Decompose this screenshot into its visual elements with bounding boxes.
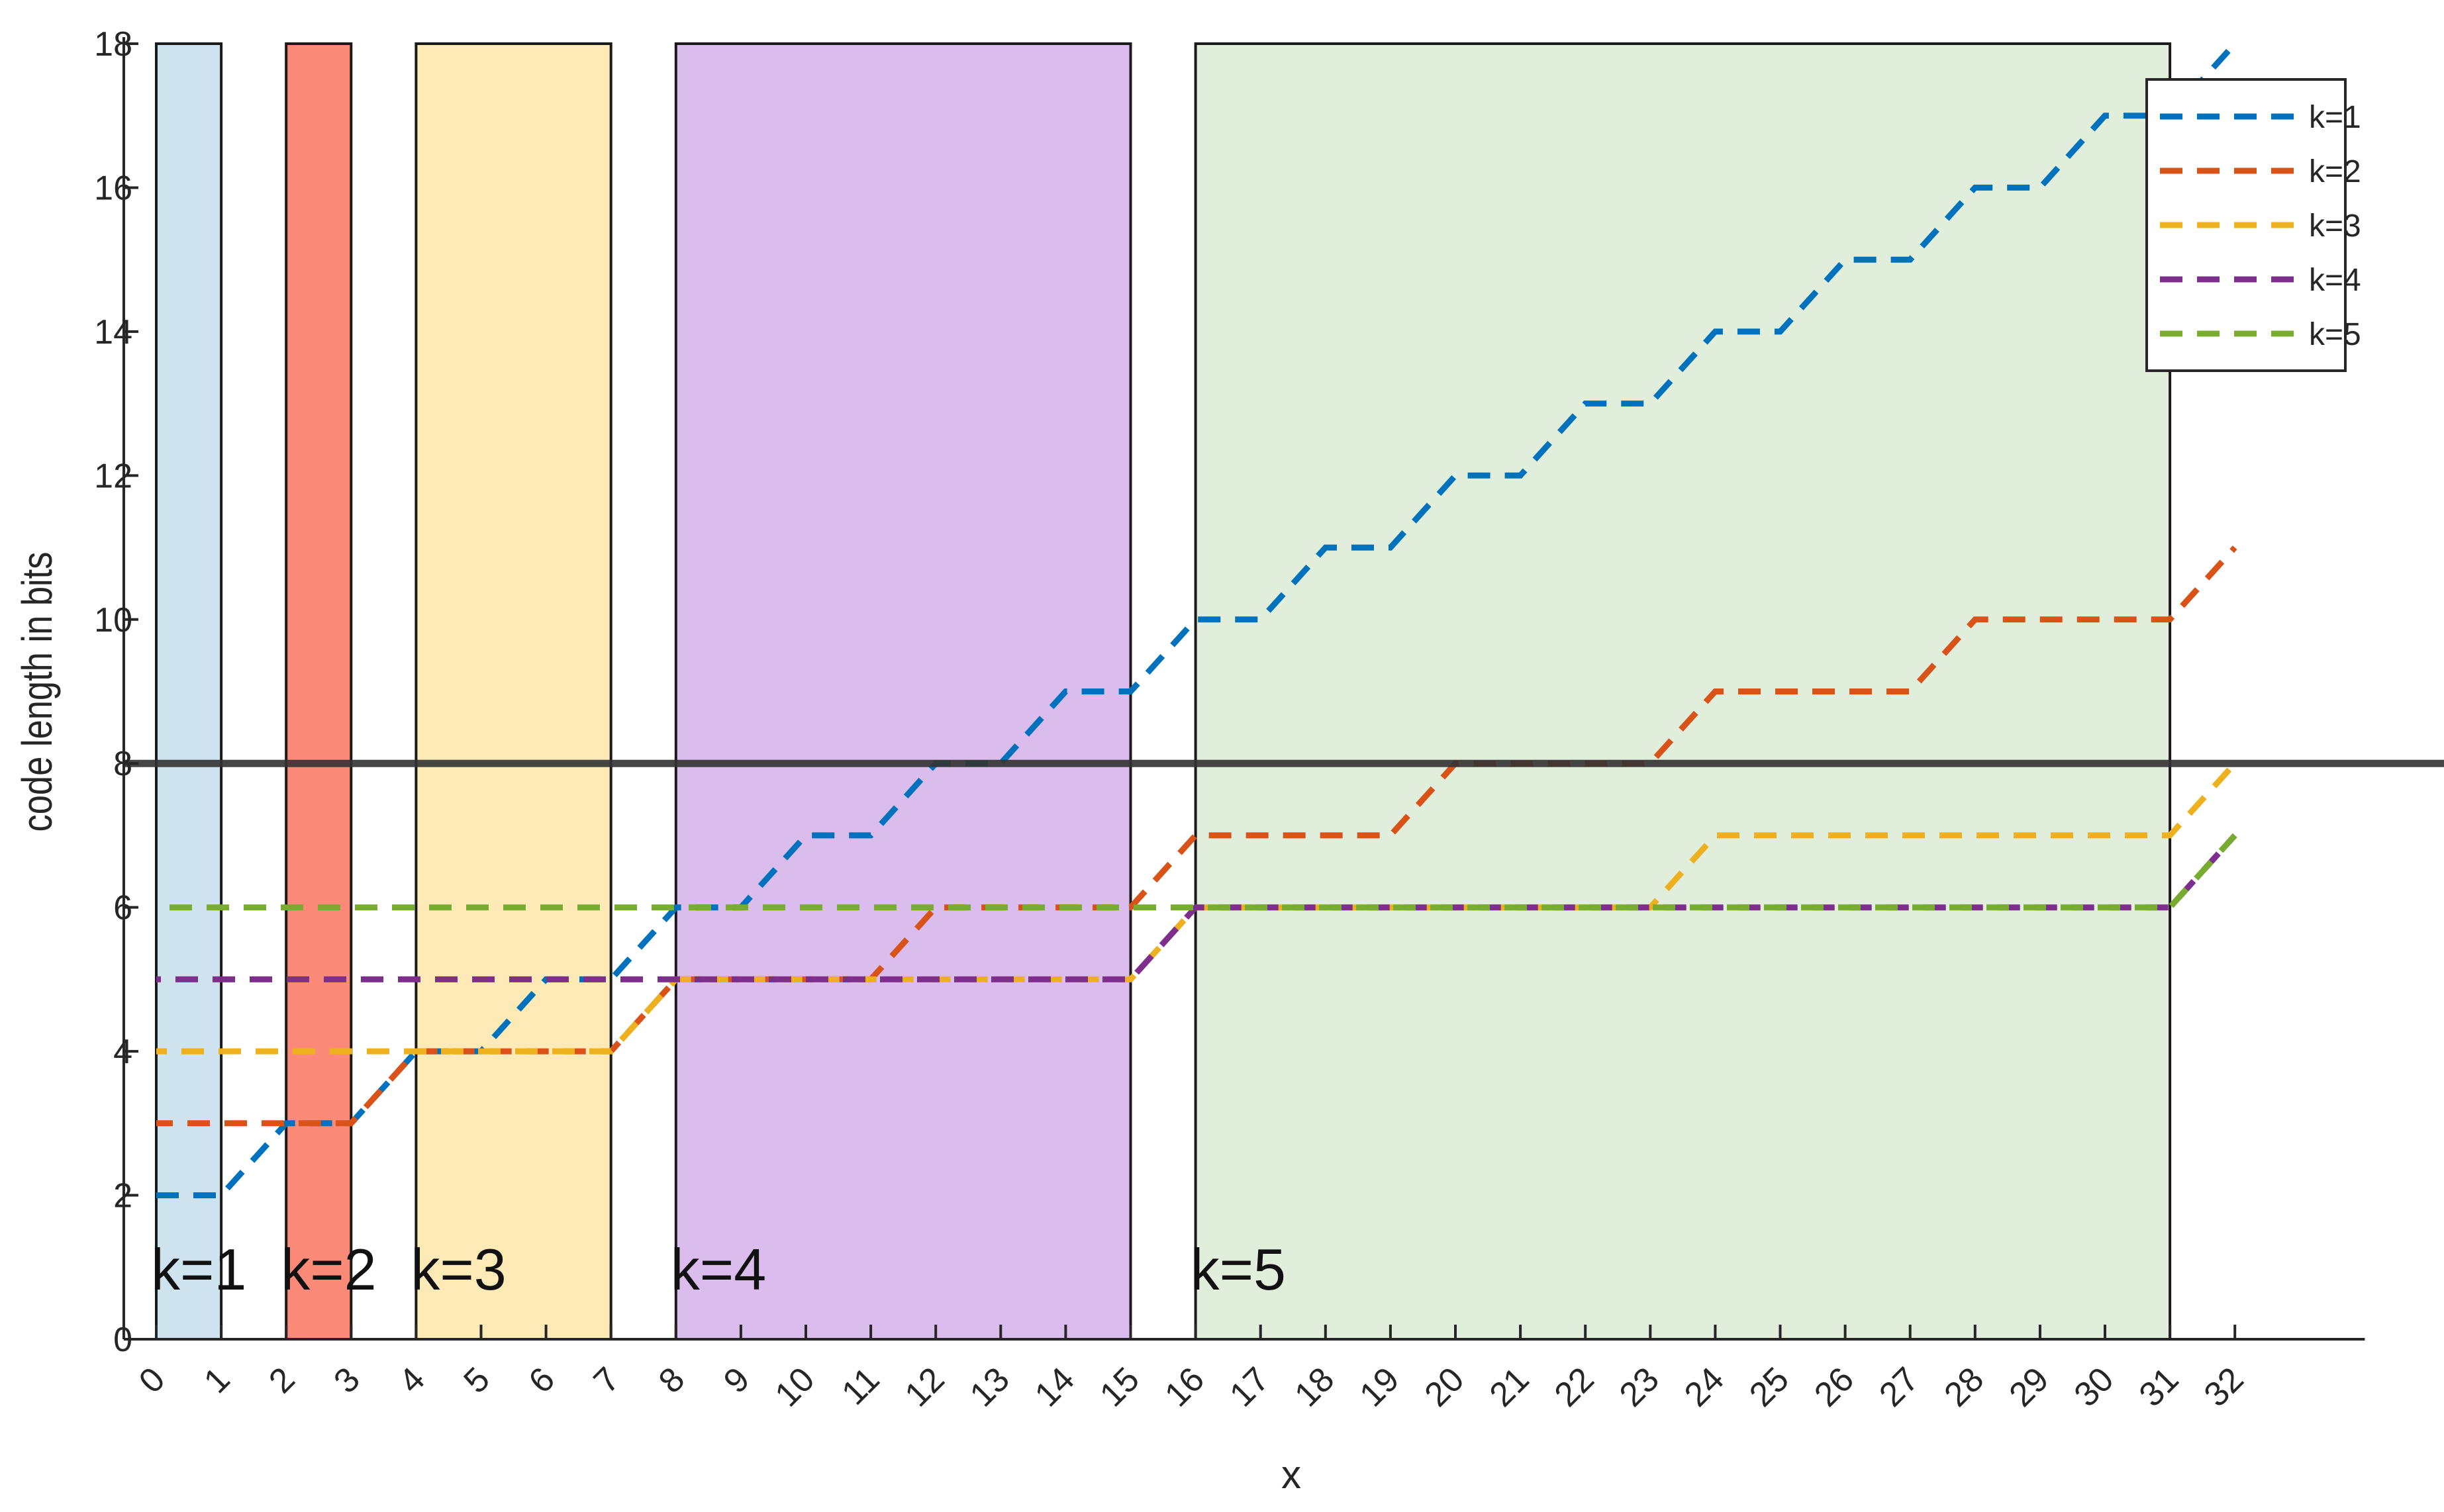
- x-tick-label: 21: [1483, 1360, 1537, 1414]
- region-label-k5: k=5: [1191, 1237, 1286, 1302]
- y-tick-label: 0: [113, 1321, 132, 1359]
- x-tick-label: 14: [1028, 1360, 1082, 1414]
- x-tick-label: 3: [326, 1360, 367, 1400]
- x-tick-label: 24: [1677, 1360, 1732, 1414]
- y-tick-label: 18: [94, 25, 132, 64]
- x-axis-label: x: [1281, 1452, 1301, 1497]
- y-tick-label: 16: [94, 169, 132, 207]
- region-k5: [1196, 44, 2171, 1339]
- x-tick-label: 12: [898, 1360, 952, 1414]
- x-tick-label: 22: [1547, 1360, 1602, 1414]
- x-tick-label: 28: [1937, 1360, 1991, 1414]
- x-tick-label: 5: [457, 1360, 497, 1400]
- x-tick-label: 32: [2197, 1360, 2251, 1414]
- x-tick-label: 2: [262, 1360, 302, 1400]
- legend-entry: k=3: [2309, 209, 2361, 244]
- x-tick-label: 29: [2002, 1360, 2056, 1414]
- x-tick-label: 15: [1093, 1360, 1147, 1414]
- x-tick-label: 6: [522, 1360, 562, 1400]
- x-tick-label: 13: [963, 1360, 1017, 1414]
- x-tick-label: 9: [716, 1360, 757, 1400]
- region-k2: [286, 44, 351, 1339]
- x-tick-label: 20: [1418, 1360, 1472, 1414]
- x-tick-label: 25: [1742, 1360, 1796, 1414]
- y-axis-ticks: 0 2 4 6 8 10 12 14 16 18: [94, 25, 138, 1359]
- region-k1: [156, 44, 221, 1339]
- x-tick-label: 16: [1157, 1360, 1212, 1414]
- y-tick-label: 2: [113, 1177, 132, 1215]
- x-tick-label: 7: [587, 1360, 627, 1400]
- x-tick-label: 8: [652, 1360, 692, 1400]
- region-label-k2: k=2: [281, 1237, 376, 1302]
- region-label-k4: k=4: [671, 1237, 766, 1302]
- region-label-k1: k=1: [151, 1237, 246, 1302]
- region-label-k3: k=3: [411, 1237, 506, 1302]
- x-tick-label: 0: [132, 1360, 172, 1400]
- x-tick-label: 27: [1872, 1360, 1926, 1414]
- x-tick-label: 11: [834, 1360, 887, 1412]
- y-tick-label: 10: [94, 601, 132, 639]
- x-tick-label: 18: [1287, 1360, 1342, 1414]
- y-tick-label: 6: [113, 889, 132, 927]
- y-axis-label: code length in bits: [14, 552, 61, 832]
- x-tick-label: 10: [768, 1360, 822, 1414]
- x-tick-label: 17: [1222, 1360, 1277, 1414]
- legend: k=1 k=2 k=3 k=4 k=5: [2147, 79, 2361, 371]
- x-tick-label: 31: [2132, 1360, 2186, 1414]
- y-tick-label: 4: [113, 1033, 132, 1071]
- y-tick-label: 12: [94, 457, 132, 495]
- legend-entry: k=2: [2309, 154, 2361, 189]
- x-tick-label: 4: [391, 1360, 432, 1400]
- legend-entry: k=5: [2309, 317, 2361, 352]
- legend-entry: k=1: [2309, 100, 2361, 135]
- x-tick-label: 30: [2067, 1360, 2122, 1414]
- y-tick-label: 14: [94, 313, 132, 352]
- region-k3: [416, 44, 611, 1339]
- x-tick-label: 26: [1807, 1360, 1861, 1414]
- y-tick-label: 8: [113, 745, 132, 783]
- legend-entry: k=4: [2309, 263, 2361, 298]
- x-tick-label: 19: [1352, 1360, 1406, 1414]
- x-tick-label: 1: [197, 1360, 237, 1400]
- x-tick-label: 23: [1612, 1360, 1667, 1414]
